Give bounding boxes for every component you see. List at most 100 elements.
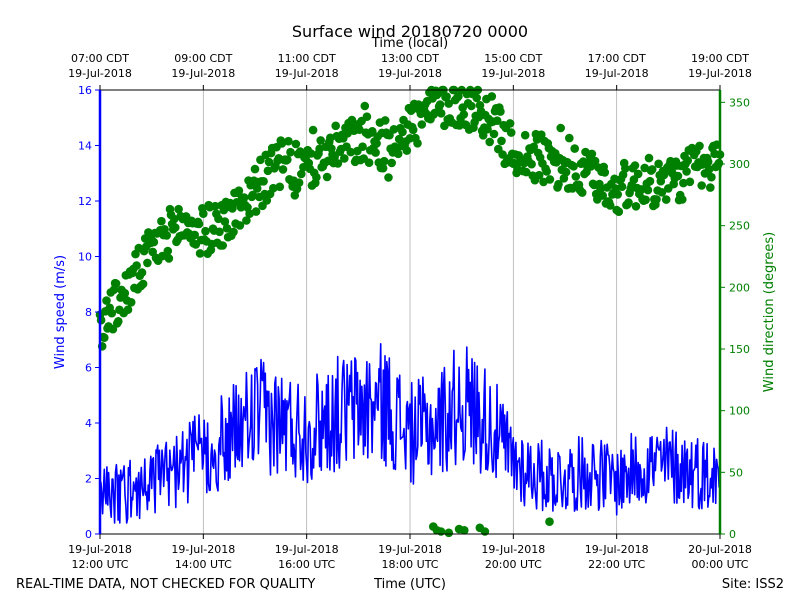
direction-point (417, 120, 427, 129)
speed-series (99, 342, 721, 524)
direction-point (322, 172, 332, 182)
direction-point (571, 172, 581, 181)
left-tick-label: 12 (78, 195, 92, 208)
direction-point (368, 127, 377, 136)
direction-point (346, 147, 356, 157)
top-tick-date: 19-Jul-2018 (481, 67, 545, 80)
bottom-tick-date: 20-Jul-2018 (688, 543, 752, 556)
direction-point (250, 164, 260, 174)
direction-point (492, 116, 502, 125)
direction-point (379, 156, 389, 166)
direction-point (111, 279, 121, 288)
direction-point (565, 133, 574, 143)
direction-point (201, 226, 210, 236)
direction-point (294, 178, 304, 187)
direction-point (347, 115, 357, 125)
direction-point (235, 221, 245, 230)
direction-point (542, 167, 551, 176)
direction-point (149, 237, 159, 247)
direction-point (459, 110, 469, 119)
direction-point (316, 136, 326, 145)
direction-point (107, 308, 117, 318)
direction-point (132, 261, 141, 270)
direction-point (362, 112, 372, 121)
direction-point (394, 134, 404, 144)
direction-point (199, 209, 208, 218)
direction-point (326, 133, 335, 143)
top-tick-time: 09:00 CDT (174, 52, 232, 65)
bottom-tick-time: 22:00 UTC (588, 558, 645, 571)
direction-point (497, 136, 506, 146)
bottom-tick-time: 14:00 UTC (175, 558, 232, 571)
direction-point (228, 204, 237, 213)
direction-point (703, 157, 713, 167)
direction-point (312, 173, 321, 182)
left-tick-label: 10 (78, 251, 92, 264)
direction-point (472, 93, 482, 103)
direction-point (561, 167, 571, 177)
speed-line (99, 342, 721, 524)
direction-point (210, 201, 220, 211)
direction-point (641, 195, 650, 205)
direction-point (600, 168, 610, 177)
direction-point (695, 141, 704, 151)
direction-point (598, 191, 607, 200)
direction-point (143, 258, 152, 268)
direction-point (114, 317, 123, 326)
direction-point (590, 156, 600, 166)
bottom-tick-time: 16:00 UTC (278, 558, 335, 571)
direction-point (385, 130, 394, 140)
direction-point (248, 190, 258, 200)
direction-point (163, 246, 173, 256)
direction-point (278, 165, 288, 174)
direction-point (644, 153, 654, 163)
direction-point (621, 164, 630, 173)
direction-point (633, 169, 643, 179)
direction-point (291, 139, 301, 149)
direction-point (277, 139, 287, 148)
bottom-tick-time: 12:00 UTC (71, 558, 128, 571)
direction-point (617, 182, 627, 191)
direction-point (239, 193, 249, 202)
top-tick-time: 07:00 CDT (71, 52, 129, 65)
direction-point (679, 178, 688, 188)
direction-point (483, 124, 492, 134)
direction-point (393, 149, 403, 159)
bottom-tick-time: 20:00 UTC (485, 558, 542, 571)
direction-point (577, 188, 587, 197)
chart-title: Surface wind 20180720 0000 (292, 22, 528, 41)
direction-point (430, 108, 440, 118)
direction-point (387, 158, 397, 168)
direction-point (673, 171, 683, 181)
direction-point (637, 185, 646, 194)
direction-point (520, 130, 530, 140)
direction-point (102, 296, 111, 305)
direction-point (157, 216, 166, 226)
direction-point (340, 154, 349, 163)
bottom-tick-date: 19-Jul-2018 (68, 543, 132, 556)
direction-point (171, 223, 180, 232)
direction-point (413, 139, 422, 148)
direction-point (643, 185, 653, 195)
direction-point (506, 128, 516, 137)
left-tick-label: 14 (78, 140, 92, 153)
direction-point (704, 165, 714, 174)
direction-point (485, 137, 495, 147)
direction-point (685, 177, 695, 187)
top-axis-label: Time (local) (371, 36, 448, 51)
right-tick-label: 50 (729, 466, 743, 479)
direction-point (682, 167, 691, 176)
direction-point (378, 163, 388, 173)
direction-point (308, 125, 318, 135)
direction-point (190, 230, 199, 240)
direction-point (389, 125, 399, 134)
left-tick-label: 8 (85, 306, 92, 319)
direction-point (330, 152, 340, 162)
direction-point (218, 241, 227, 250)
direction-point (654, 159, 663, 169)
direction-point (467, 101, 476, 111)
bottom-tick-date: 19-Jul-2018 (171, 543, 235, 556)
bottom-tick-date: 19-Jul-2018 (481, 543, 545, 556)
direction-point (123, 305, 133, 315)
direction-point (556, 123, 565, 133)
